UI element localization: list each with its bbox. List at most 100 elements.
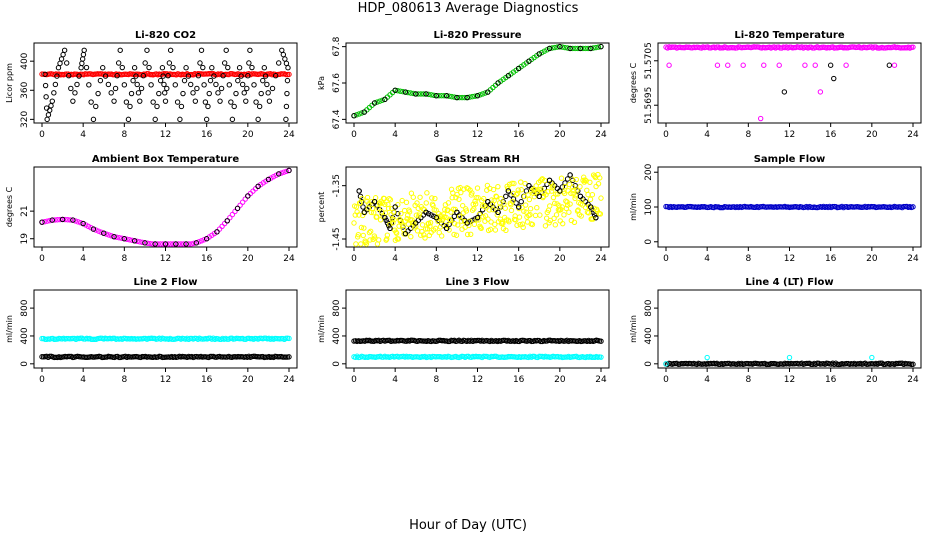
y-tick-label: 51.5695: [644, 87, 654, 124]
y-tick-label: 0: [332, 361, 342, 367]
rh-point: [420, 223, 424, 227]
samples-point: [129, 91, 133, 95]
rh-point: [558, 219, 562, 223]
samples-point: [147, 65, 151, 69]
y-tick-label: 400: [20, 52, 30, 69]
temp_mid-point: [818, 90, 822, 94]
rh-point: [406, 222, 410, 226]
x-tick-label: 8: [745, 130, 751, 140]
box_temp-point: [217, 227, 221, 231]
y-tick-label: 800: [332, 299, 342, 316]
samples-point: [281, 52, 285, 56]
x-tick-label: 8: [745, 254, 751, 264]
y-axis-label: kPa: [317, 76, 326, 90]
x-tick-label: 0: [663, 254, 669, 264]
samples-point: [237, 66, 241, 70]
x-tick-label: 16: [513, 130, 525, 140]
rh-point: [485, 183, 489, 187]
samples-point: [158, 78, 162, 82]
panel-frame: [658, 43, 921, 123]
x-tick-label: 0: [39, 254, 45, 264]
x-tick-label: 0: [351, 130, 357, 140]
temp_mid-point: [726, 63, 730, 67]
y-axis-label: degrees C: [629, 62, 638, 103]
x-tick-label: 4: [392, 130, 398, 140]
samples-point: [284, 104, 288, 108]
samples-point: [81, 52, 85, 56]
samples-point: [245, 86, 249, 90]
samples-point: [131, 78, 135, 82]
rh-point: [404, 200, 408, 204]
x-tick-label: 4: [392, 254, 398, 264]
rh-sample-point: [486, 199, 490, 203]
samples-point: [208, 78, 212, 82]
samples-point: [132, 66, 136, 70]
samples-point: [265, 82, 269, 86]
x-tick-label: 8: [745, 375, 751, 385]
rh-point: [415, 229, 419, 233]
samples-point: [167, 61, 171, 65]
samples-point: [98, 78, 102, 82]
samples-point: [277, 61, 281, 65]
samples-point: [89, 100, 93, 104]
y-tick-label: 67.8: [332, 36, 342, 56]
samples-point: [224, 48, 228, 52]
samples-point: [165, 86, 169, 90]
y-tick-label: 19: [20, 233, 30, 245]
samples-point: [62, 48, 66, 52]
rh-sample-point: [357, 189, 361, 193]
x-tick-label: 16: [513, 254, 525, 264]
x-tick-label: 24: [283, 254, 295, 264]
samples-point: [261, 78, 265, 82]
samples-point: [887, 63, 891, 67]
samples-point: [283, 57, 287, 61]
samples-point: [240, 82, 244, 86]
x-tick-label: 4: [704, 375, 710, 385]
rh-point: [562, 213, 566, 217]
y-tick-label: 400: [644, 327, 654, 344]
samples-point: [73, 91, 77, 95]
rh-point: [402, 208, 406, 212]
panel-title: Li-820 CO2: [135, 30, 196, 41]
rh-point: [354, 242, 358, 246]
samples-point: [207, 91, 211, 95]
x-tick-label: 4: [704, 254, 710, 264]
samples-point: [195, 86, 199, 90]
x-tick-label: 24: [595, 375, 607, 385]
samples-point: [242, 91, 246, 95]
samples-point: [109, 91, 113, 95]
rh-point: [588, 197, 592, 201]
rh-sample-point: [527, 183, 531, 187]
x-tick-label: 8: [121, 375, 127, 385]
rh-point: [475, 186, 479, 190]
samples-point: [173, 83, 177, 87]
rh-point: [533, 213, 537, 217]
x-tick-label: 12: [784, 130, 795, 140]
x-tick-label: 20: [242, 130, 254, 140]
temp_mid-point: [813, 63, 817, 67]
rh-point: [352, 221, 356, 225]
samples-point: [82, 48, 86, 52]
x-tick-label: 24: [907, 375, 919, 385]
rh-point: [433, 196, 437, 200]
rh-point: [567, 210, 571, 214]
temp_mid-point: [777, 63, 781, 67]
spikes-point: [787, 355, 791, 359]
samples-point: [285, 91, 289, 95]
x-tick-label: 4: [704, 130, 710, 140]
samples-point: [202, 83, 206, 87]
x-tick-label: 0: [663, 130, 669, 140]
rh-point: [418, 195, 422, 199]
samples-point: [79, 66, 83, 70]
rh-point: [519, 180, 523, 184]
rh-point: [425, 191, 429, 195]
x-tick-label: 12: [472, 375, 483, 385]
rh-sample-point: [578, 194, 582, 198]
samples-point: [254, 100, 258, 104]
samples-point: [171, 65, 175, 69]
y-tick-label: 100: [644, 198, 654, 215]
rh-point: [472, 222, 476, 226]
samples-point: [56, 66, 60, 70]
y-axis-label: ml/min: [317, 315, 326, 343]
samples-point: [244, 99, 248, 103]
